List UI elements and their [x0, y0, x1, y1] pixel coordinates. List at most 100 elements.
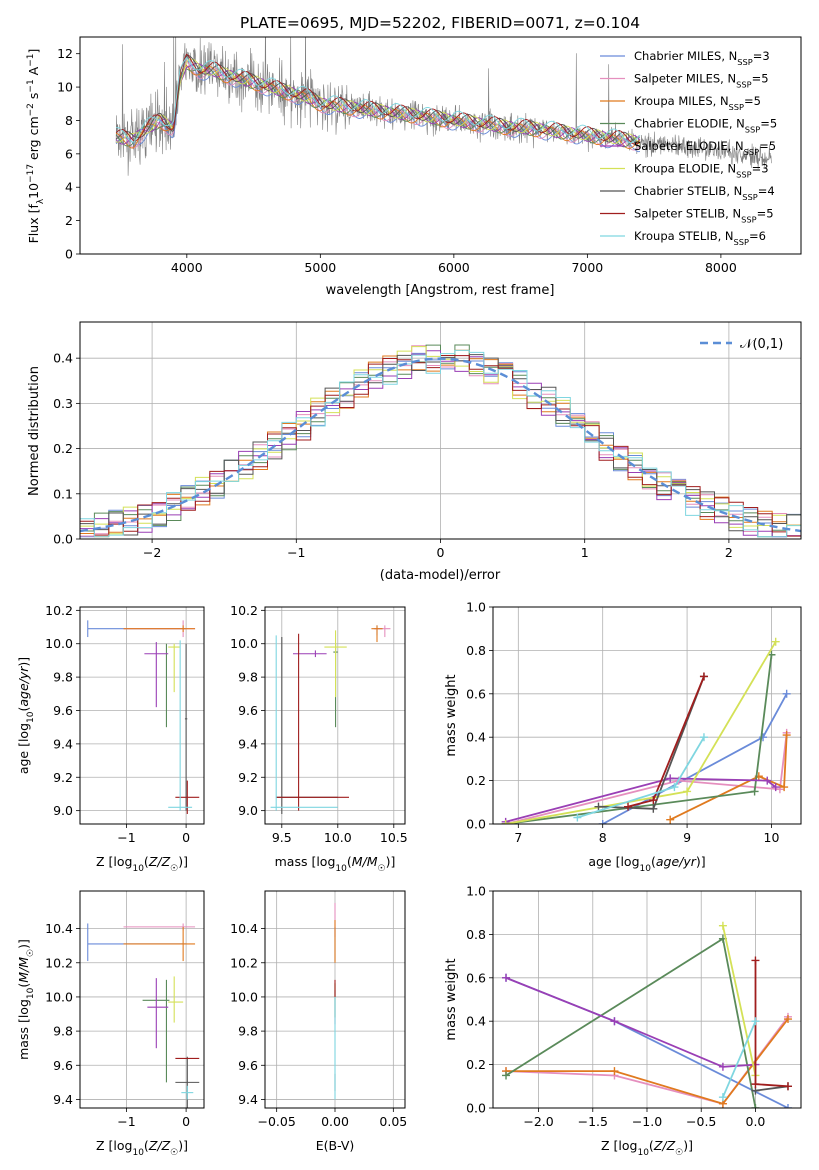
series-marker — [759, 733, 768, 742]
y-tick-label: 9.8 — [238, 1024, 258, 1039]
y-tick-label: 9.8 — [53, 670, 73, 685]
y-tick-label: 0.1 — [53, 486, 73, 501]
x-tick-label: 0.0 — [746, 1114, 766, 1129]
y-tick-label: 0.8 — [466, 927, 486, 942]
y-tick-label: 9.0 — [53, 803, 73, 818]
y-tick-label: 9.6 — [238, 703, 258, 718]
x-tick-label: 8000 — [705, 260, 737, 275]
series-marker — [750, 787, 759, 796]
y-tick-label: 2 — [65, 213, 73, 228]
axes-frame — [79, 321, 802, 540]
axes-age-vs-Z: −1 0 9.0 9.2 9.4 9.6 9.8 10.0 10.2 Z [log10(Z/Z☉)… — [16, 603, 205, 874]
series-line-chabrier-stelib — [755, 1085, 789, 1092]
x-tick-label: 1 — [581, 545, 589, 560]
y-tick-label: 0.4 — [466, 730, 486, 745]
y-tick-label: 0.0 — [466, 1101, 486, 1116]
series-marker — [502, 973, 511, 982]
x-tick-label: 2 — [725, 545, 733, 560]
series-marker — [594, 802, 603, 811]
y-tick-label: 9.8 — [238, 670, 258, 685]
y-tick-label: 10.4 — [230, 921, 258, 936]
y-tick-label: 9.4 — [238, 736, 258, 751]
legend-label: Salpeter MILES, NSSP=5 — [634, 72, 769, 90]
x-tick-label: 9 — [683, 830, 691, 845]
legend-label: 𝒩(0,1) — [740, 337, 783, 352]
y-tick-label: 0.3 — [53, 396, 73, 411]
x-tick-label: 0.00 — [321, 1114, 349, 1129]
series-marker — [502, 1071, 511, 1080]
x-tick-label: −0.5 — [686, 1114, 716, 1129]
series-marker — [751, 1017, 760, 1026]
y-axis-label: age [log10(age/yr)] — [16, 657, 36, 774]
figure-title: PLATE=0695, MJD=52202, FIBERID=0071, z=0… — [240, 14, 640, 32]
y-tick-label: 0.0 — [466, 817, 486, 832]
y-tick-label: 9.4 — [53, 736, 73, 751]
normal-curve — [80, 357, 801, 533]
x-tick-label: 5000 — [304, 260, 336, 275]
series-marker — [699, 672, 708, 681]
axes-frame — [79, 890, 205, 1109]
legend-label: Chabrier ELODIE, NSSP=5 — [634, 117, 777, 135]
axes-frame — [492, 606, 802, 825]
legend-label: Salpeter STELIB, NSSP=5 — [634, 207, 774, 225]
x-tick-label: −1 — [117, 830, 135, 845]
y-tick-label: 9.0 — [238, 803, 258, 818]
series-marker — [699, 733, 708, 742]
x-tick-label: 9.5 — [272, 830, 292, 845]
series-marker — [782, 689, 791, 698]
series-line-salpeter-elodie — [505, 777, 777, 823]
y-axis-label: mass weight — [444, 674, 459, 756]
y-tick-label: 9.6 — [53, 703, 73, 718]
y-tick-label: 12 — [57, 46, 73, 61]
y-axis-label: mass weight — [444, 958, 459, 1040]
y-tick-label: 1.0 — [466, 884, 486, 899]
y-tick-label: 8 — [65, 113, 73, 128]
axes-frame — [492, 890, 802, 1109]
y-tick-label: 10.0 — [45, 989, 73, 1004]
model-line-chabrier-stelib — [115, 54, 641, 147]
series-marker — [780, 783, 789, 792]
y-tick-label: 1.0 — [466, 600, 486, 615]
series-marker — [783, 1082, 792, 1091]
x-axis-label: (data-model)/error — [380, 568, 501, 583]
legend-label: Salpeter ELODIE, NSSP=5 — [634, 139, 776, 157]
x-tick-label: 0 — [182, 1114, 190, 1129]
x-tick-label: 10 — [764, 830, 780, 845]
legend-label: Kroupa MILES, NSSP=5 — [634, 94, 761, 112]
x-tick-label: 0.05 — [379, 1114, 407, 1129]
x-axis-label: Z [log10(Z/Z☉)] — [96, 854, 188, 874]
series-marker — [771, 783, 780, 792]
histogram-kroupa-stelib — [80, 349, 801, 538]
x-tick-label: 7 — [514, 830, 522, 845]
x-axis-label: age [log10(age/yr)] — [588, 854, 705, 874]
series-marker — [610, 1017, 619, 1026]
y-tick-label: 9.4 — [53, 1092, 73, 1107]
axes-residuals: −2 −1 0 1 2 0.0 0.1 0.2 0.3 0.4 (data-model)/error… — [27, 321, 802, 583]
y-tick-label: 9.2 — [238, 770, 258, 785]
y-tick-label: 9.2 — [53, 770, 73, 785]
y-tick-label: 9.6 — [53, 1058, 73, 1073]
series-marker — [771, 637, 780, 646]
series-marker — [751, 956, 760, 965]
series-marker — [775, 785, 784, 794]
x-tick-label: −1.0 — [632, 1114, 662, 1129]
x-tick-label: −1 — [287, 545, 305, 560]
y-tick-label: 0.0 — [53, 532, 73, 547]
series-marker — [624, 802, 633, 811]
x-tick-label: −2 — [143, 545, 161, 560]
x-tick-label: 8 — [599, 830, 607, 845]
x-axis-label: mass [log10(M/M☉)] — [275, 854, 396, 874]
y-tick-label: 0.2 — [466, 1057, 486, 1072]
y-tick-label: 0.8 — [466, 643, 486, 658]
y-tick-label: 10 — [57, 80, 73, 95]
series-line-salpeter-elodie — [505, 976, 756, 1068]
y-tick-label: 0.2 — [53, 441, 73, 456]
y-tick-label: 10.4 — [45, 921, 73, 936]
x-tick-label: 6000 — [438, 260, 470, 275]
model-line-kroupa-stelib — [116, 56, 641, 144]
y-axis-label: Flux [fλ10−17 erg cm−2 s−1 A−1] — [26, 49, 46, 244]
x-axis-label: Z [log10(Z/Z☉)] — [601, 1138, 693, 1158]
series-marker — [649, 796, 658, 805]
y-tick-label: 9.8 — [53, 1024, 73, 1039]
